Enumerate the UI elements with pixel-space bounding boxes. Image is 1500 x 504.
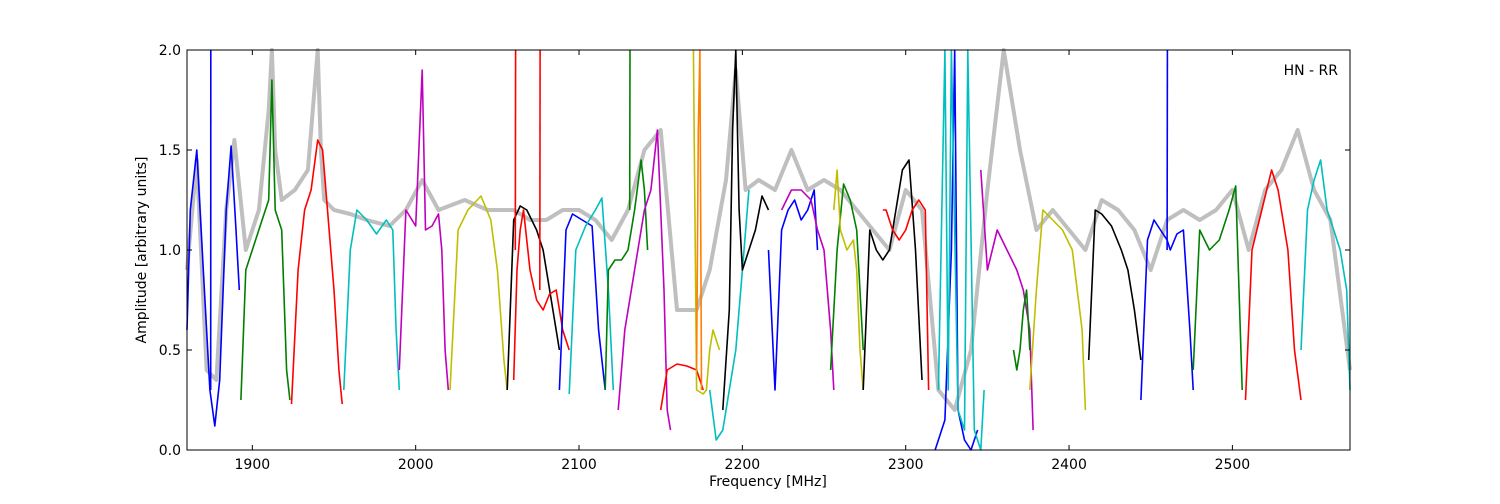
x-tick-label: 2100 [561, 457, 597, 473]
x-tick-label: 2400 [1051, 457, 1087, 473]
x-tick-label: 2500 [1215, 457, 1251, 473]
y-axis-label: Amplitude [arbitrary units] [134, 157, 150, 344]
y-tick-label: 0.0 [159, 443, 181, 459]
x-tick-label: 2200 [725, 457, 761, 473]
y-tick-label: 1.5 [159, 143, 181, 159]
x-axis-label: Frequency [MHz] [709, 474, 827, 490]
annotation-label: HN - RR [1284, 63, 1339, 79]
y-tick-label: 0.5 [159, 343, 181, 359]
x-tick-label: 1900 [235, 457, 271, 473]
x-tick-label: 2300 [888, 457, 924, 473]
y-tick-label: 2.0 [159, 43, 181, 59]
y-tick-label: 1.0 [159, 243, 181, 259]
x-tick-label: 2000 [398, 457, 434, 473]
